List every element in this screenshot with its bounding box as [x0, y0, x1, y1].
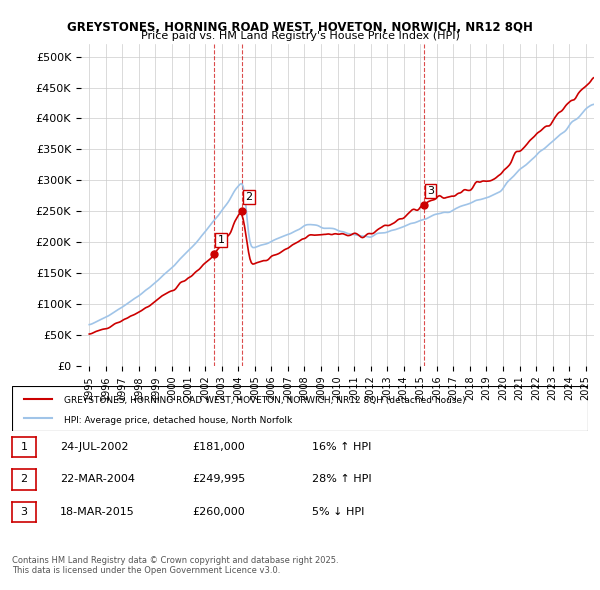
Text: £249,995: £249,995	[192, 474, 245, 484]
Text: 3: 3	[20, 507, 28, 517]
Text: GREYSTONES, HORNING ROAD WEST, HOVETON, NORWICH, NR12 8QH (detached house): GREYSTONES, HORNING ROAD WEST, HOVETON, …	[64, 396, 466, 405]
Text: HPI: Average price, detached house, North Norfolk: HPI: Average price, detached house, Nort…	[64, 415, 292, 425]
Text: Price paid vs. HM Land Registry's House Price Index (HPI): Price paid vs. HM Land Registry's House …	[140, 31, 460, 41]
Text: £260,000: £260,000	[192, 507, 245, 516]
Text: £181,000: £181,000	[192, 442, 245, 451]
Text: GREYSTONES, HORNING ROAD WEST, HOVETON, NORWICH, NR12 8QH: GREYSTONES, HORNING ROAD WEST, HOVETON, …	[67, 21, 533, 34]
Text: 1: 1	[20, 442, 28, 452]
Text: 18-MAR-2015: 18-MAR-2015	[60, 507, 135, 516]
Text: Contains HM Land Registry data © Crown copyright and database right 2025.
This d: Contains HM Land Registry data © Crown c…	[12, 556, 338, 575]
Text: 2: 2	[20, 474, 28, 484]
Text: 2: 2	[245, 192, 252, 202]
Text: 3: 3	[427, 186, 434, 196]
Text: 24-JUL-2002: 24-JUL-2002	[60, 442, 128, 451]
Text: 28% ↑ HPI: 28% ↑ HPI	[312, 474, 371, 484]
Text: 5% ↓ HPI: 5% ↓ HPI	[312, 507, 364, 516]
Text: 1: 1	[218, 235, 224, 245]
Text: 22-MAR-2004: 22-MAR-2004	[60, 474, 135, 484]
Text: 16% ↑ HPI: 16% ↑ HPI	[312, 442, 371, 451]
